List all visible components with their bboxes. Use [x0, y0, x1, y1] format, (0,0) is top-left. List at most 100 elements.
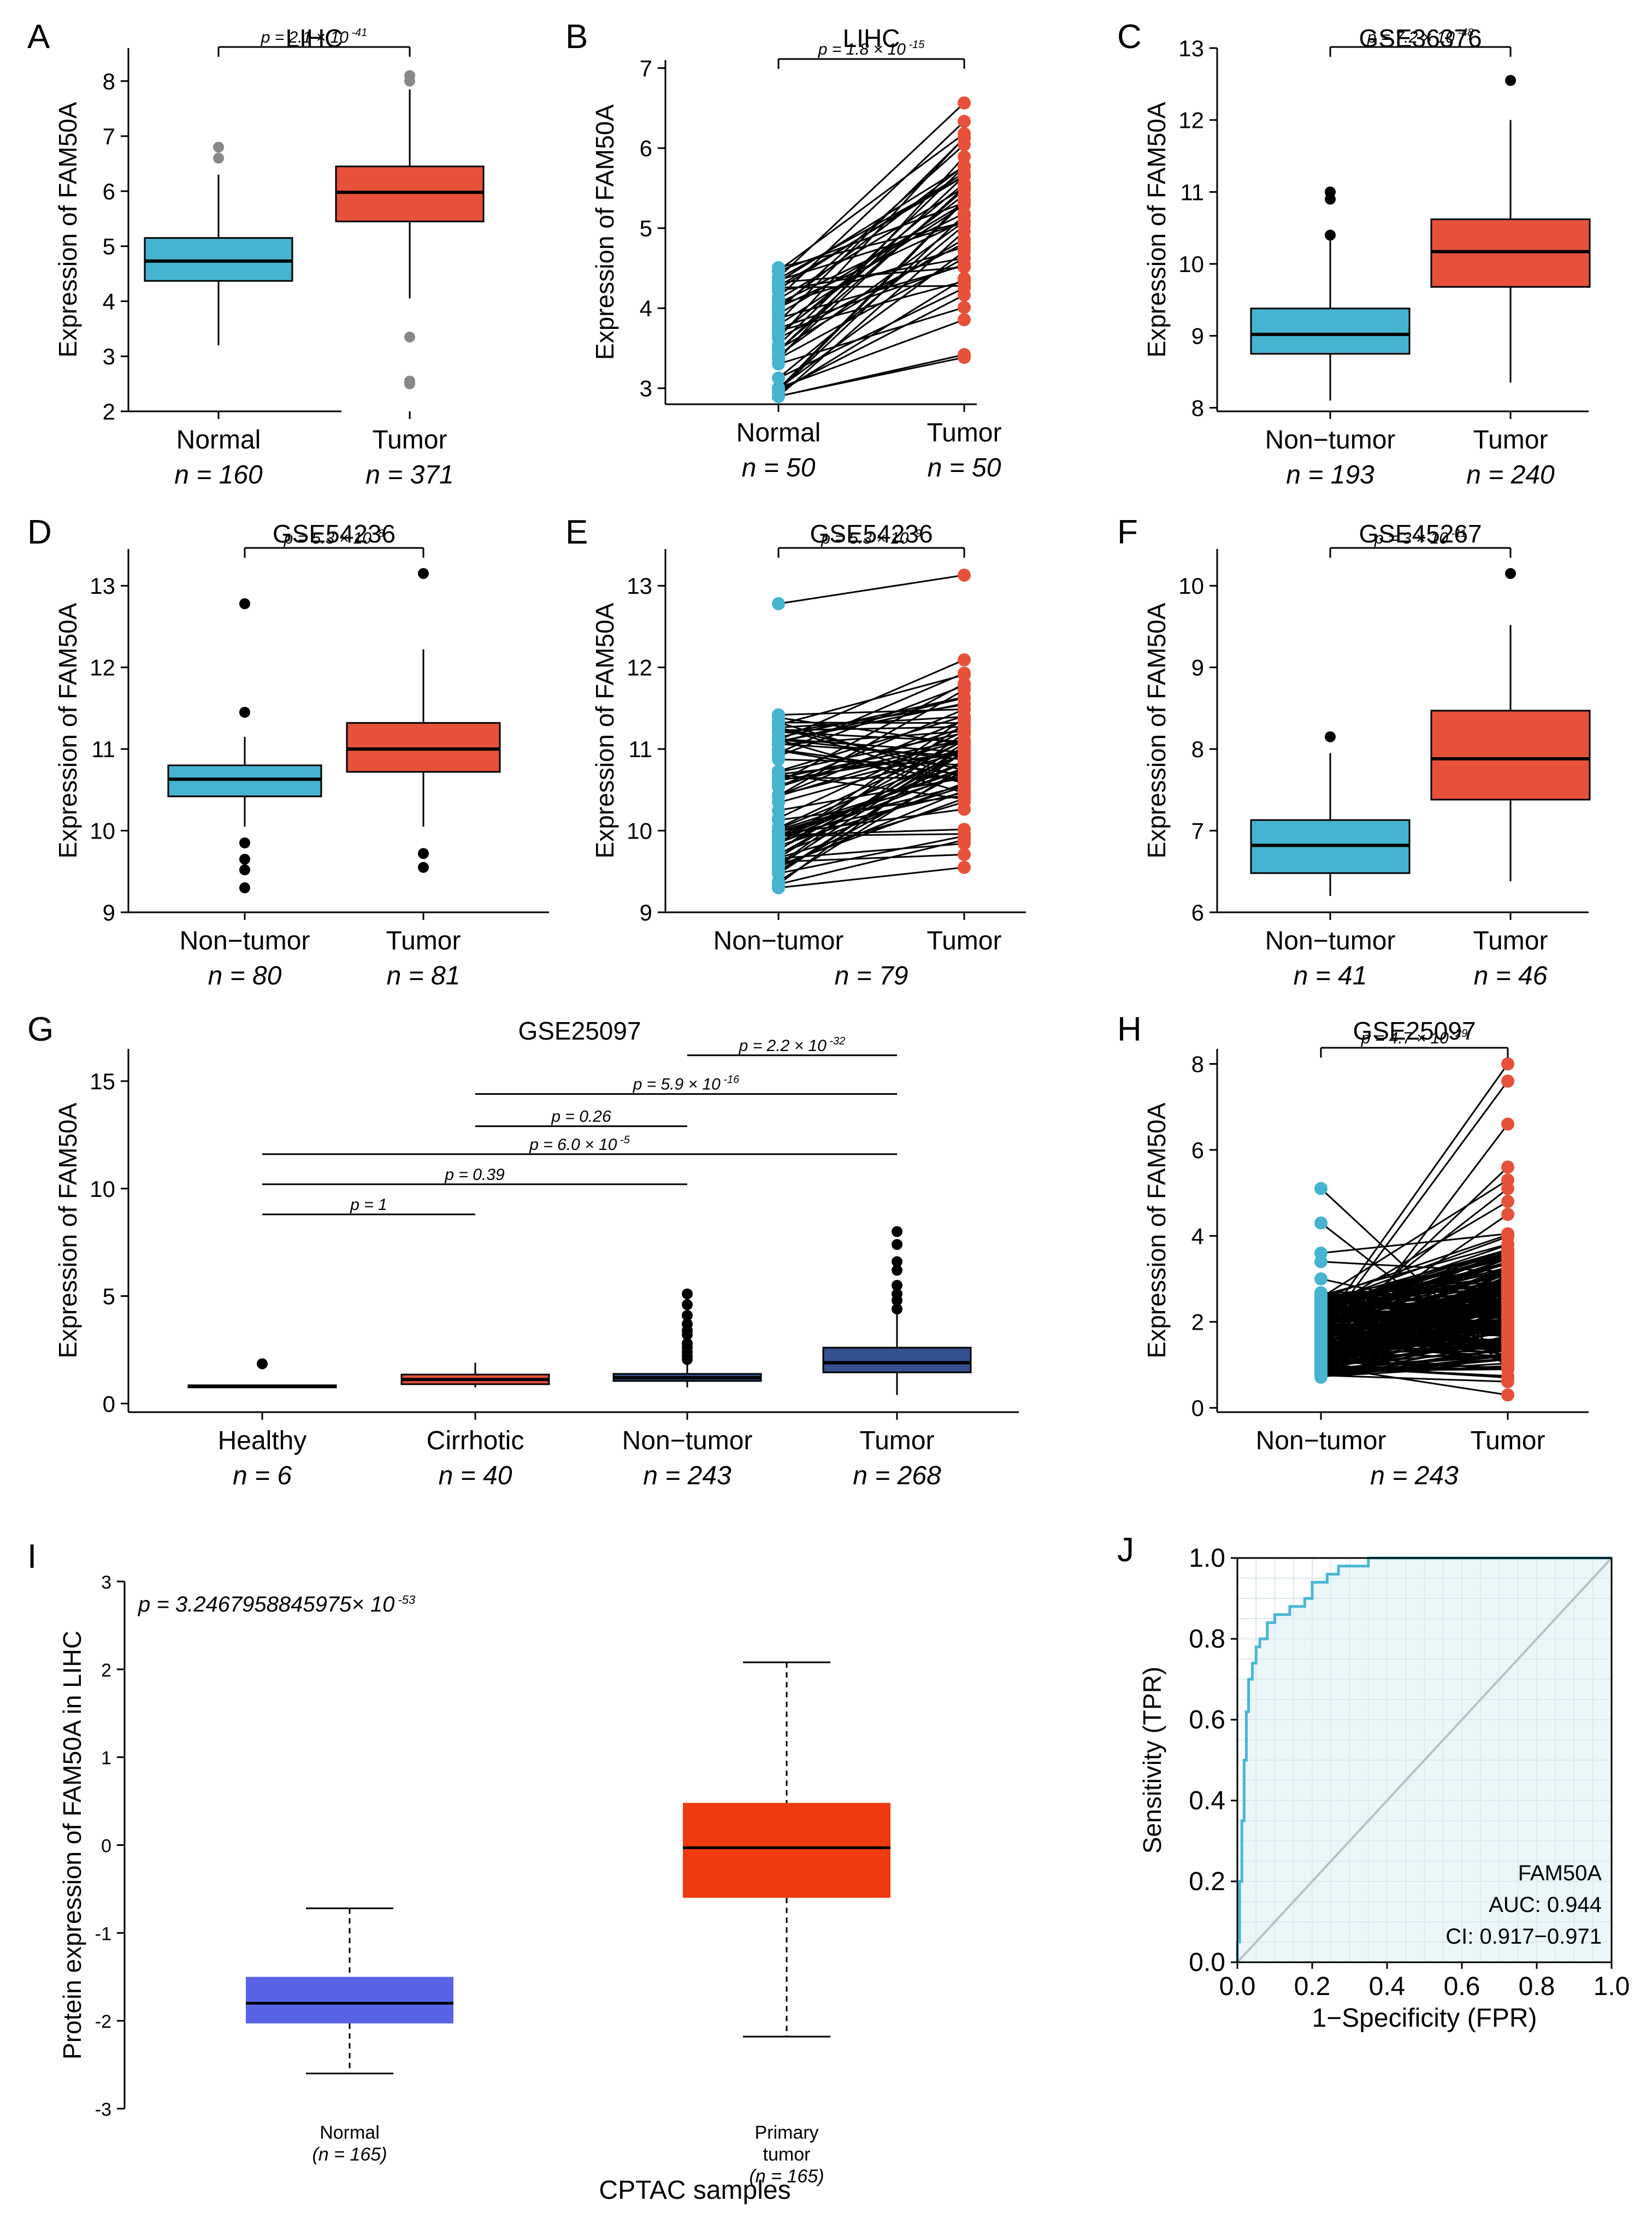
normal-point	[772, 813, 785, 827]
significance-bracket: p = 7.2 × 10 -48	[1329, 27, 1512, 57]
p-value-label: p = 2.1 × 10 -41	[261, 27, 368, 46]
outlier-point	[892, 1256, 902, 1267]
pair-line	[778, 766, 965, 882]
p-value-label: p = 1	[350, 1196, 387, 1214]
tumor-point	[1501, 1160, 1514, 1174]
tumor-point	[958, 568, 971, 582]
tumor-point	[958, 653, 971, 666]
y-tick-label: 10	[627, 818, 652, 844]
category-label: Tumor	[927, 926, 1002, 955]
pair-line	[778, 740, 965, 829]
outlier-point	[239, 853, 250, 865]
y-axis-label: Expression of FAM50A	[54, 603, 82, 858]
box-group	[346, 568, 501, 873]
outlier-point	[418, 568, 429, 579]
pair-line	[778, 672, 965, 754]
y-axis-label: Expression of FAM50A	[54, 102, 82, 357]
pair-line	[1320, 1179, 1508, 1299]
pair-line	[1320, 1365, 1508, 1396]
y-tick-label: 10	[90, 818, 115, 844]
tumor-point	[958, 115, 971, 128]
tumor-point	[958, 288, 971, 302]
y-tick-label: 7	[640, 56, 652, 81]
pair-line	[778, 251, 965, 389]
tumor-point	[958, 771, 971, 784]
y-tick-label: 0.4	[1189, 1786, 1225, 1815]
tumor-point	[958, 272, 971, 285]
tumor-point	[958, 245, 971, 258]
y-tick-label: 1	[101, 1748, 111, 1769]
y-tick-label: 10	[1178, 251, 1204, 277]
sample-size-label: n = 6	[233, 1461, 292, 1490]
box-group	[167, 598, 322, 894]
p-value-label: p = 6.0 × 10 -5	[529, 1134, 630, 1154]
x-tick-label: 0.0	[1219, 1972, 1256, 2001]
pair-line	[778, 659, 965, 741]
y-tick-label: 4	[640, 296, 652, 321]
pair-line	[1320, 1166, 1509, 1345]
pair-line	[1320, 1201, 1508, 1313]
pair-line	[778, 318, 965, 389]
box-group	[683, 1661, 890, 2038]
tumor-point	[958, 848, 971, 861]
pair-line	[778, 745, 965, 866]
pair-line	[778, 187, 965, 300]
outlier-point	[1505, 75, 1516, 86]
outlier-point	[682, 1288, 693, 1300]
outlier-point	[239, 864, 250, 876]
tumor-point	[1501, 1341, 1514, 1354]
chart-title: GSE25097	[1353, 1017, 1476, 1045]
category-label: Non−tumor	[713, 926, 844, 955]
pair-line	[1320, 1188, 1509, 1363]
tumor-point	[958, 300, 971, 314]
p-value-label: p = 0.26	[551, 1108, 611, 1126]
sample-size-label: n = 268	[853, 1461, 941, 1490]
pair-line	[777, 199, 965, 390]
sample-size-label: n = 243	[1370, 1461, 1459, 1490]
pair-line	[778, 220, 965, 309]
p-value-label: p = 2.2 × 10 -32	[739, 1035, 846, 1055]
outlier-point	[257, 1358, 268, 1370]
normal-point	[1314, 1272, 1328, 1286]
panel-j: 0.00.0 0.2 0.2 0.4 0.4 0.6 0.6 0.8 0.8 1.0 1.0 1−Sp…	[1138, 1544, 1630, 2033]
y-tick-label: 9	[1191, 655, 1204, 681]
tumor-point	[1501, 1207, 1514, 1221]
normal-point	[772, 352, 785, 366]
y-tick-label: -3	[95, 2099, 111, 2120]
diagonal-reference-line	[1236, 1557, 1613, 1963]
panel-i: -3 -2 -1 0 1 2 3 Protein expression of FAM50A i…	[58, 1572, 890, 2205]
pair-line	[778, 166, 965, 283]
tumor-point	[958, 721, 971, 734]
tumor-point	[958, 756, 971, 770]
tumor-point	[1501, 1330, 1514, 1344]
sample-size-label: n = 41	[1294, 961, 1367, 990]
tumor-point	[1501, 1117, 1514, 1131]
box-group	[1250, 186, 1411, 401]
panel-label-E: E	[565, 514, 588, 551]
tumor-point	[958, 860, 971, 874]
outlier-point	[892, 1288, 902, 1300]
box-group	[144, 141, 293, 346]
category-label: Non−tumor	[1265, 426, 1396, 455]
pair-line	[778, 683, 965, 783]
pair-line	[778, 285, 965, 288]
y-tick-label: 7	[103, 123, 115, 149]
outlier-point	[239, 598, 250, 610]
significance-bracket: p = 0.26	[475, 1108, 687, 1128]
y-tick-label: 13	[1178, 36, 1204, 61]
sample-size-label: n = 40	[439, 1461, 512, 1490]
y-tick-label: 8	[103, 68, 115, 94]
pair-line	[778, 776, 965, 780]
chart-title: GSE54236	[810, 520, 933, 548]
panel-label-F: F	[1117, 514, 1138, 551]
pair-line	[1320, 1362, 1508, 1376]
category-label: Normal	[320, 2122, 380, 2143]
outlier-point	[404, 331, 415, 343]
pair-line	[778, 708, 965, 716]
y-tick-label: 12	[90, 655, 115, 681]
category-label: Normal	[176, 426, 261, 455]
significance-bracket: p = 5.3 × 10 -8	[244, 528, 424, 558]
y-tick-label: 13	[627, 573, 652, 599]
chart-title: LIHC	[843, 24, 900, 52]
